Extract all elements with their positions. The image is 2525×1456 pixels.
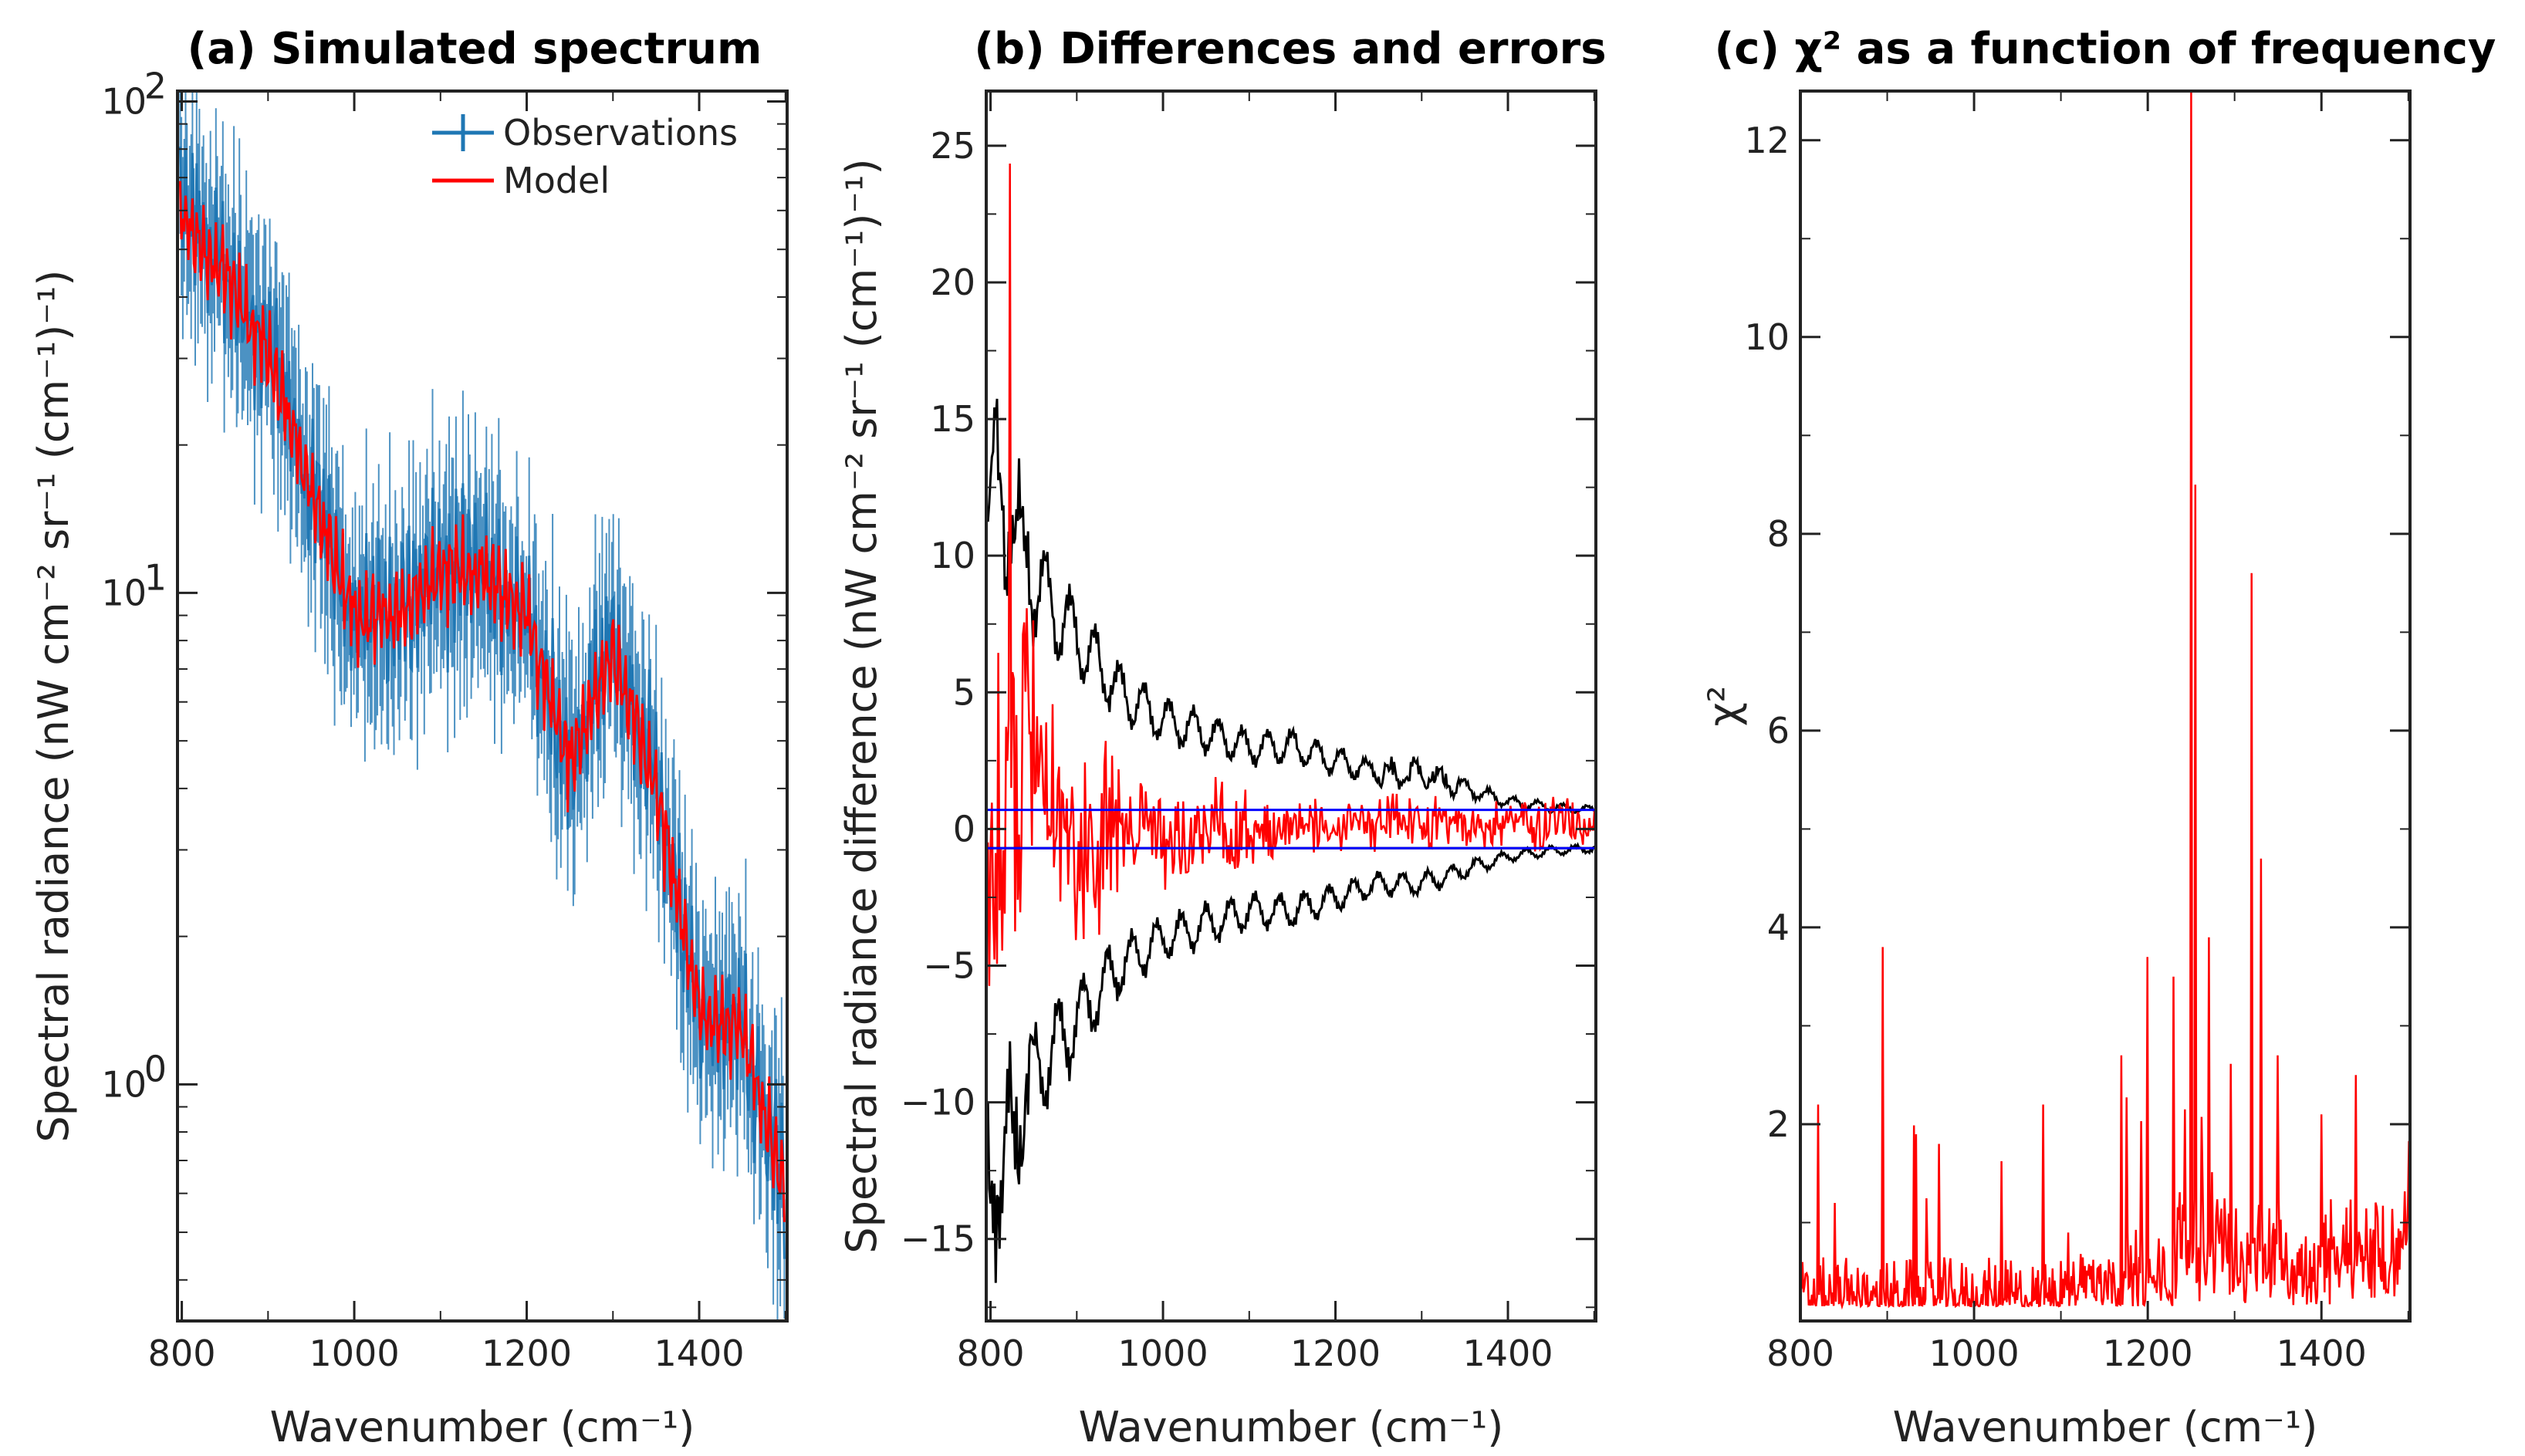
legend-model-label: Model — [503, 160, 610, 201]
y-tick-label: −15 — [901, 1218, 975, 1260]
panel-a-frame — [176, 90, 789, 1323]
panel-b-xlabel: Wavenumber (cm⁻¹) — [1079, 1403, 1504, 1451]
x-tick-label: 1200 — [2103, 1333, 2193, 1374]
x-tick-label: 800 — [148, 1333, 216, 1374]
upper-error-series-line — [986, 398, 1596, 816]
panel-c-xlabel: Wavenumber (cm⁻¹) — [1893, 1403, 2318, 1451]
y-tick-label: 25 — [930, 125, 975, 167]
y-tick-label: 10 — [930, 535, 975, 576]
panel-a-ylabel: Spectral radiance (nW cm⁻² sr⁻¹ (cm⁻¹)⁻¹… — [29, 270, 78, 1143]
panel-c-title: (c) χ² as a function of frequency — [1715, 24, 2496, 74]
x-tick-label: 1400 — [2277, 1333, 2367, 1374]
x-tick-label: 800 — [957, 1333, 1025, 1374]
panel-b-frame — [985, 90, 1597, 1323]
panel-c-plot-area — [1800, 91, 2410, 1310]
y-tick-label: 20 — [930, 262, 975, 303]
y-tick-exponent: 0 — [144, 1048, 167, 1089]
panel-a-plot-area — [178, 91, 786, 1321]
x-tick-label: 1400 — [1462, 1333, 1553, 1374]
legend-observations-label: Observations — [503, 112, 738, 154]
panel-a-title: (a) Simulated spectrum — [188, 24, 762, 74]
x-tick-label: 1200 — [1290, 1333, 1381, 1374]
y-tick-exponent: 1 — [144, 556, 167, 598]
panel-a-legend: Observations Model — [432, 112, 738, 201]
panel-b-differences-and-errors: (b) Differences and errors Wavenumber (c… — [837, 24, 1607, 1451]
panel-c-ylabel: χ² — [1699, 686, 1748, 727]
y-tick-label: 5 — [953, 671, 975, 713]
y-tick-label: −5 — [923, 945, 975, 987]
panel-a-simulated-spectrum: (a) Simulated spectrum Wavenumber (cm⁻¹)… — [29, 24, 789, 1451]
y-tick-label: 10 — [101, 80, 147, 122]
panel-c-frame — [1799, 90, 2412, 1323]
y-tick-label: 0 — [953, 808, 975, 850]
panel-a-xlabel: Wavenumber (cm⁻¹) — [270, 1403, 695, 1451]
observations-errorbars — [179, 91, 786, 1321]
panel-c-chi-squared: (c) χ² as a function of frequency Wavenu… — [1699, 24, 2496, 1451]
panel-b-plot-area — [986, 163, 1596, 1283]
y-tick-label: 4 — [1767, 907, 1790, 948]
y-tick-label: 2 — [1767, 1103, 1790, 1145]
y-tick-exponent: 2 — [144, 65, 167, 106]
difference-series-line — [986, 163, 1596, 986]
x-tick-label: 1000 — [1929, 1333, 2020, 1374]
model-series-line — [178, 181, 786, 1222]
x-tick-label: 1000 — [1118, 1333, 1208, 1374]
y-tick-label: 10 — [1744, 316, 1790, 358]
y-tick-label: 10 — [101, 572, 147, 613]
y-tick-label: 10 — [101, 1063, 147, 1105]
y-tick-label: −10 — [901, 1082, 975, 1123]
y-tick-label: 12 — [1744, 120, 1790, 161]
x-tick-label: 800 — [1766, 1333, 1834, 1374]
y-tick-label: 6 — [1767, 710, 1790, 752]
y-tick-label: 15 — [930, 398, 975, 440]
x-tick-label: 1400 — [654, 1333, 744, 1374]
x-tick-label: 1000 — [309, 1333, 400, 1374]
x-tick-label: 1200 — [482, 1333, 572, 1374]
chi-squared-series-line — [1800, 91, 2410, 1310]
lower-error-series-line — [986, 842, 1596, 1283]
panel-b-ylabel: Spectral radiance difference (nW cm⁻² sr… — [837, 158, 886, 1253]
y-tick-label: 8 — [1767, 513, 1790, 555]
panel-b-title: (b) Differences and errors — [974, 24, 1606, 74]
